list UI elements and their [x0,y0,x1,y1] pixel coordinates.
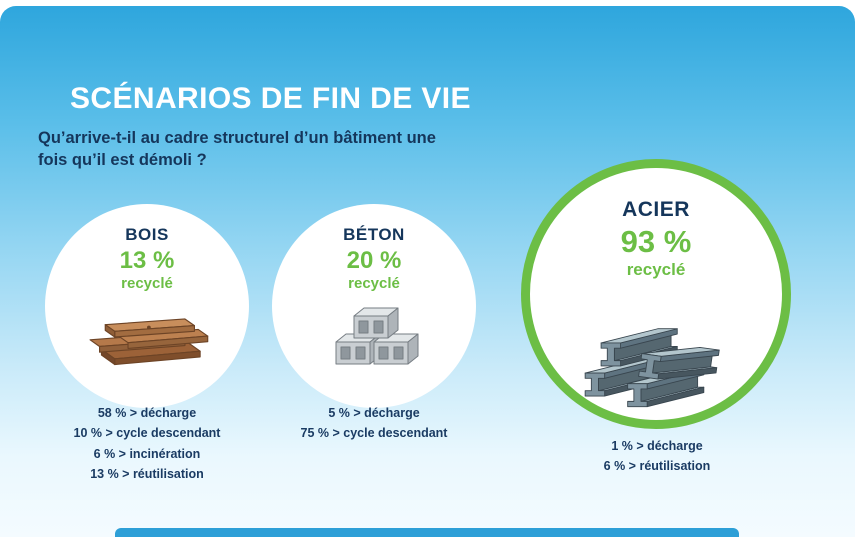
material-name: BÉTON [343,225,405,244]
beton-stats-list: 5 % > décharge 75 % > cycle descendant [258,403,490,444]
subtitle: Qu’arrive-t-il au cadre structurel d’un … [38,128,436,172]
material-circle-acier: ACIER 93 % recyclé [521,159,791,429]
material-circle-bois: BOIS 13 % recyclé [45,204,249,408]
acier-stats-list: 1 % > décharge 6 % > réutilisation [540,436,774,477]
recycled-percent: 20 % [346,247,402,274]
recycled-label: recyclé [348,275,400,292]
stat-line: 6 % > réutilisation [603,459,711,474]
steel-beams-icon [530,288,782,412]
stat-line: 75 % > cycle descendant [300,426,448,441]
wood-planks-icon [45,300,249,374]
material-name: BOIS [125,225,169,244]
recycled-label: recyclé [626,260,686,279]
stat-line: 58 % > décharge [97,406,197,420]
stat-line: 13 % > réutilisation [90,466,204,481]
subtitle-line-1: Qu’arrive-t-il au cadre structurel d’un … [38,129,436,147]
recycled-percent: 13 % [119,247,175,274]
footer-bar [115,528,739,537]
stat-line: 10 % > cycle descendant [73,426,221,441]
material-name: ACIER [622,198,690,221]
page-title: SCÉNARIOS DE FIN DE VIE [70,82,471,115]
concrete-blocks-icon [272,300,476,368]
subtitle-line-2: fois qu’il est démoli ? [38,150,207,169]
recycled-percent: 93 % [620,224,692,259]
stat-line: 1 % > décharge [611,439,703,453]
recycled-label: recyclé [121,275,173,292]
stat-line: 5 % > décharge [328,406,420,420]
bois-stats-list: 58 % > décharge 10 % > cycle descendant … [28,403,266,484]
stat-line: 6 % > incinération [93,446,201,461]
material-circle-beton: BÉTON 20 % recyclé [272,204,476,408]
